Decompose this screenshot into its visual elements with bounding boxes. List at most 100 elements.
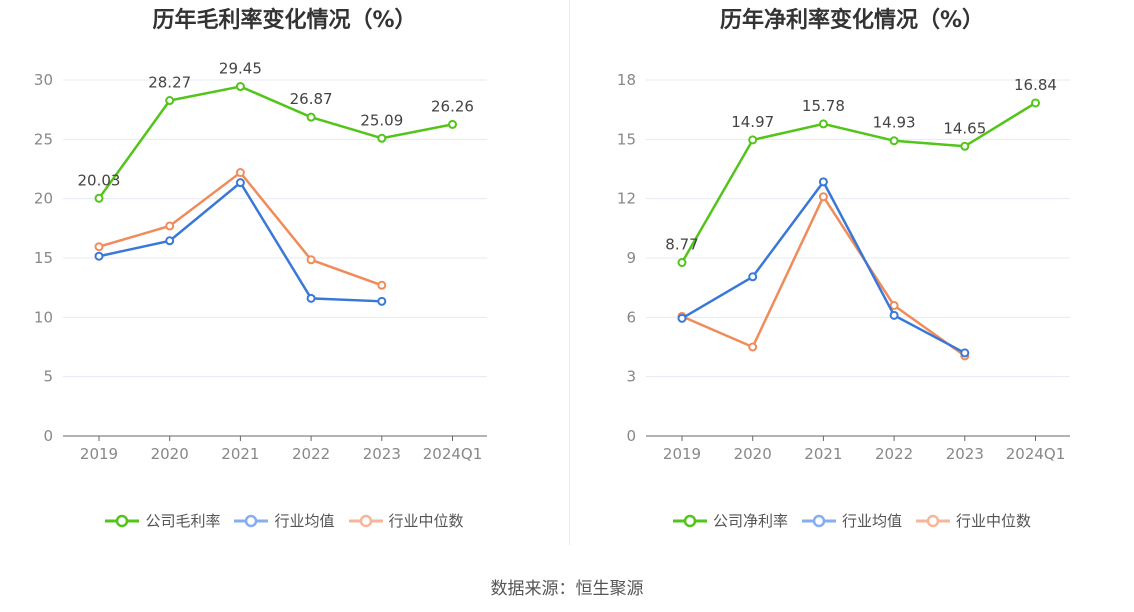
data-point-company	[165, 96, 175, 106]
x-tick-label: 2023	[946, 445, 984, 463]
series-line-company	[97, 85, 453, 200]
series-line-median	[98, 170, 383, 287]
y-tick-label: 20	[34, 190, 53, 208]
legend-median-marker-icon	[348, 514, 383, 527]
data-point-median	[306, 255, 316, 265]
data-point-avg	[818, 177, 828, 187]
panel-divider	[569, 0, 570, 545]
data-point-company	[818, 119, 828, 129]
data-point-avg	[94, 251, 104, 261]
data-point-avg	[235, 178, 245, 188]
y-tick-label: 15	[617, 130, 636, 148]
legend-label: 公司毛利率	[145, 512, 221, 530]
x-tick-label: 2024Q1	[1006, 445, 1066, 463]
data-label: 8.77	[665, 236, 698, 254]
data-point-company	[448, 119, 457, 129]
legend-label: 行业中位数	[956, 512, 1032, 530]
data-point-avg	[165, 236, 175, 246]
series-line-avg	[681, 179, 966, 355]
data-point-avg	[306, 293, 316, 303]
legend-label: 行业均值	[841, 512, 902, 530]
legend-label: 行业中位数	[388, 512, 464, 530]
y-tick-label: 5	[43, 368, 53, 386]
y-tick-label: 6	[626, 308, 636, 326]
legend-item-company[interactable]: 公司净利率	[672, 510, 788, 531]
y-tick-label: 10	[34, 308, 53, 326]
net-margin-chart: 0 3 6 9 12 15 18 2019 2020 2021 2022 2023 2024Q1 8.77…	[617, 71, 1070, 463]
y-tick-label: 15	[34, 249, 53, 267]
chart-title: 历年净利率变化情况（%）	[719, 8, 985, 33]
data-label: 20.03	[78, 171, 121, 189]
x-tick-label: 2019	[80, 445, 118, 463]
data-point-median	[165, 221, 175, 231]
data-point-median	[94, 242, 104, 252]
data-point-company	[960, 141, 970, 151]
net-margin-chart-panel: 历年净利率变化情况（%） 0 3 6 9 12 15 18 2019 2020 2021 2022 2…	[570, 0, 1134, 545]
data-label: 14.65	[943, 119, 986, 137]
data-point-median	[235, 168, 245, 178]
legend-item-company[interactable]: 公司毛利率	[105, 510, 220, 531]
y-tick-label: 0	[626, 427, 636, 445]
x-tick-label: 2021	[804, 445, 842, 463]
gross-margin-chart: 0 5 10 15 20 25 30 2019 2020 2021 2022 2023 2024Q1 20…	[34, 60, 487, 463]
data-point-avg	[748, 272, 758, 282]
x-tick-label: 2024Q1	[423, 445, 483, 463]
data-point-avg	[889, 310, 899, 320]
series-line-median	[681, 194, 966, 357]
data-point-company	[748, 135, 758, 145]
x-tick-label: 2019	[663, 445, 701, 463]
data-point-company	[677, 258, 687, 268]
data-label: 29.45	[219, 60, 262, 78]
data-point-company	[94, 193, 104, 203]
legend-item-industry-average[interactable]: 行业均值	[234, 510, 335, 531]
legend-company-marker-icon	[105, 514, 140, 527]
y-tick-label: 30	[34, 71, 53, 89]
data-label: 26.87	[290, 90, 333, 108]
y-tick-label: 0	[43, 427, 53, 445]
legend: 公司毛利率 行业均值 行业中位数	[0, 510, 569, 531]
chart-title: 历年毛利率变化情况（%）	[152, 8, 417, 33]
gross-margin-chart-panel: 历年毛利率变化情况（%） 0 5 10 15 20 25 30 2019 2020 2021 202…	[0, 0, 569, 545]
x-tick-label: 2022	[875, 445, 913, 463]
y-tick-label: 12	[617, 190, 636, 208]
data-label: 14.97	[731, 113, 774, 131]
data-label: 15.78	[802, 97, 845, 115]
legend-label: 公司净利率	[712, 512, 788, 530]
y-tick-label: 25	[34, 130, 53, 148]
data-point-company	[1031, 98, 1040, 108]
data-label: 25.09	[360, 111, 403, 129]
legend-item-industry-average[interactable]: 行业均值	[801, 510, 902, 531]
data-point-median	[818, 192, 828, 202]
legend-average-marker-icon	[234, 514, 269, 527]
data-point-company	[235, 82, 245, 92]
data-label: 16.84	[1014, 76, 1057, 94]
data-label: 26.26	[431, 97, 474, 115]
legend-label: 行业均值	[274, 512, 335, 530]
data-label: 14.93	[873, 114, 916, 132]
data-point-avg	[377, 296, 387, 306]
legend: 公司净利率 行业均值 行业中位数	[570, 510, 1134, 531]
x-tick-label: 2020	[151, 445, 189, 463]
data-point-avg	[677, 313, 687, 323]
data-point-median	[377, 280, 387, 290]
legend-item-industry-median[interactable]: 行业中位数	[916, 510, 1031, 531]
y-tick-label: 9	[626, 249, 636, 267]
x-tick-label: 2022	[292, 445, 330, 463]
x-tick-label: 2020	[734, 445, 772, 463]
y-tick-label: 3	[626, 368, 636, 386]
y-tick-label: 18	[617, 71, 636, 89]
legend-item-industry-median[interactable]: 行业中位数	[348, 510, 464, 531]
data-point-company	[377, 133, 387, 143]
data-point-median	[748, 342, 758, 352]
series-line-avg	[98, 180, 382, 303]
data-source-note: 数据来源：恒生聚源	[490, 579, 644, 599]
x-tick-label: 2021	[221, 445, 259, 463]
data-point-company	[889, 136, 899, 146]
data-point-company	[306, 112, 316, 122]
legend-median-marker-icon	[916, 514, 950, 527]
data-label: 28.27	[148, 74, 191, 92]
x-tick-label: 2023	[363, 445, 401, 463]
data-point-avg	[960, 348, 970, 358]
data-point-median	[889, 300, 899, 310]
series-line-company	[680, 101, 1037, 264]
